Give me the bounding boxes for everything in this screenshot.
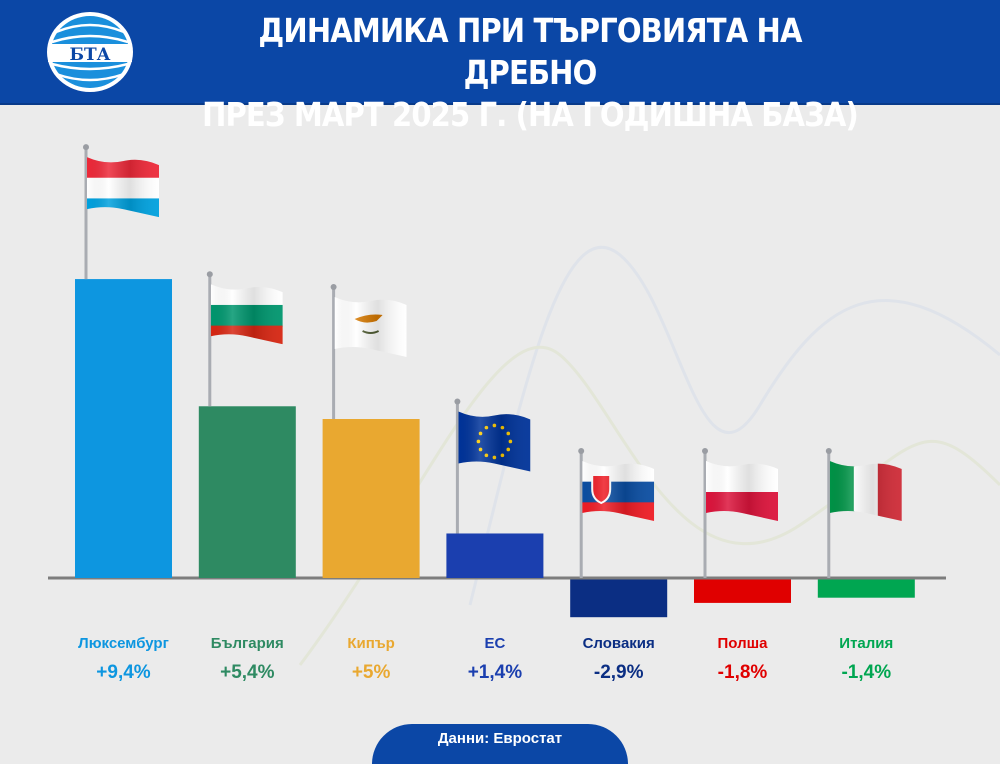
title-line-2: ПРЕЗ МАРТ 2025 Г. (НА ГОДИШНА БАЗА) — [202, 95, 859, 134]
value-label: +1,4% — [468, 662, 523, 683]
bar-6 — [817, 579, 915, 598]
bar-group-0: Люксембург +9,4% — [75, 144, 172, 683]
bar-group-3: ЕС +1,4% — [446, 398, 544, 683]
source-label: Данни: Евростат — [372, 724, 628, 764]
title-line-1: ДИНАМИКА ПРИ ТЪРГОВИЯТА НА ДРЕБНО — [258, 11, 802, 92]
italy-flag — [825, 448, 902, 578]
category-label: Италия — [839, 635, 893, 652]
luxembourg-flag — [83, 144, 159, 280]
category-label: Полша — [718, 635, 769, 652]
bar-group-4: Словакия -2,9% — [570, 448, 668, 683]
svg-text:БТА: БТА — [69, 45, 110, 65]
bta-logo: БТА — [47, 12, 133, 92]
bar-group-5: Полша -1,8% — [694, 448, 791, 683]
bar-5 — [694, 579, 791, 603]
value-label: -1,8% — [718, 662, 768, 683]
value-label: +9,4% — [96, 662, 151, 683]
bulgaria-flag — [206, 271, 283, 407]
header: БТА ДИНАМИКА ПРИ ТЪРГОВИЯТА НА ДРЕБНО ПР… — [0, 0, 1000, 134]
value-label: +5,4% — [220, 662, 275, 683]
bar-0 — [75, 279, 172, 578]
background-decoration — [298, 245, 1000, 666]
value-label: -1,4% — [841, 662, 891, 683]
bar-3 — [446, 533, 544, 578]
bar-group-2: Кипър +5% — [322, 284, 420, 683]
bar-chart: Люксембург +9,4% България +5,4% Кипър +5% ЕС +1… — [48, 144, 1000, 683]
category-label: ЕС — [484, 635, 505, 652]
cyprus-flag — [330, 284, 407, 419]
bar-4 — [570, 579, 668, 618]
eu-flag — [454, 398, 531, 534]
bar-1 — [198, 406, 296, 578]
bar-2 — [322, 419, 420, 578]
category-label: България — [211, 635, 284, 652]
value-label: -2,9% — [594, 662, 644, 683]
value-label: +5% — [352, 662, 391, 683]
category-label: Люксембург — [78, 635, 169, 652]
bar-group-1: България +5,4% — [198, 271, 296, 683]
slovakia-flag — [578, 448, 655, 578]
category-label: Кипър — [347, 635, 395, 652]
poland-flag — [702, 448, 778, 578]
page-title: ДИНАМИКА ПРИ ТЪРГОВИЯТА НА ДРЕБНО ПРЕЗ М… — [196, 10, 865, 136]
bar-group-6: Италия -1,4% — [817, 448, 915, 683]
category-label: Словакия — [583, 635, 655, 652]
